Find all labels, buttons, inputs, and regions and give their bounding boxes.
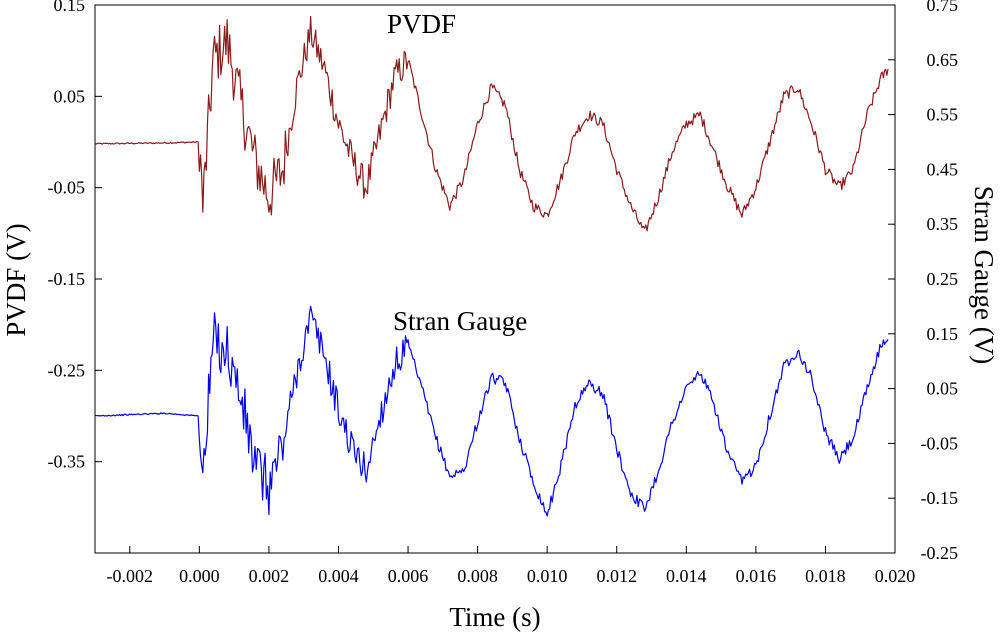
x-tick-label: -0.002 xyxy=(107,566,154,586)
y-left-tick-label: -0.15 xyxy=(48,269,86,289)
y-axis-right-title: Stran Gauge (V) xyxy=(969,186,999,364)
x-tick-label: 0.014 xyxy=(666,566,707,586)
x-tick-label: 0.008 xyxy=(457,566,498,586)
series-line-pvdf xyxy=(94,15,889,232)
series-line-stran-gauge xyxy=(94,305,889,517)
x-tick-label: 0.018 xyxy=(805,566,846,586)
y-right-tick-label: 0.45 xyxy=(927,159,959,179)
x-tick-label: 0.006 xyxy=(388,566,429,586)
axis-ticks: -0.002 0.000 0.002 0.004 0.006 0.008 0.010 0.01… xyxy=(48,0,959,586)
series-annotation-strain-gauge: Stran Gauge xyxy=(393,306,527,336)
y-left-tick-label: 0.15 xyxy=(54,0,86,15)
x-tick-label: 0.002 xyxy=(249,566,290,586)
data-series xyxy=(94,15,889,517)
y-right-tick-label: 0.05 xyxy=(927,379,959,399)
y-left-tick-label: 0.05 xyxy=(54,86,86,106)
y-left-tick-label: -0.25 xyxy=(48,360,86,380)
y-right-tick-label: 0.35 xyxy=(927,214,959,234)
y-right-tick-label: 0.15 xyxy=(927,324,959,344)
x-tick-label: 0.020 xyxy=(875,566,916,586)
y-left-tick-label: -0.35 xyxy=(48,452,86,472)
x-tick-label: 0.004 xyxy=(318,566,359,586)
y-right-tick-label: 0.75 xyxy=(927,0,959,15)
y-right-tick-label: -0.25 xyxy=(921,543,959,563)
x-tick-label: 0.016 xyxy=(736,566,777,586)
x-tick-label: 0.012 xyxy=(596,566,637,586)
series-annotation-pvdf: PVDF xyxy=(387,9,456,39)
y-right-tick-label: 0.55 xyxy=(927,105,959,125)
y-right-tick-label: -0.15 xyxy=(921,488,959,508)
x-axis-title: Time (s) xyxy=(449,602,540,632)
y-left-tick-label: -0.05 xyxy=(48,178,86,198)
x-tick-label: 0.010 xyxy=(527,566,568,586)
y-right-tick-label: 0.25 xyxy=(927,269,959,289)
x-tick-label: 0.000 xyxy=(179,566,220,586)
y-right-tick-label: 0.65 xyxy=(927,50,959,70)
y-right-tick-label: -0.05 xyxy=(921,433,959,453)
y-axis-left-title: PVDF (V) xyxy=(1,223,31,336)
